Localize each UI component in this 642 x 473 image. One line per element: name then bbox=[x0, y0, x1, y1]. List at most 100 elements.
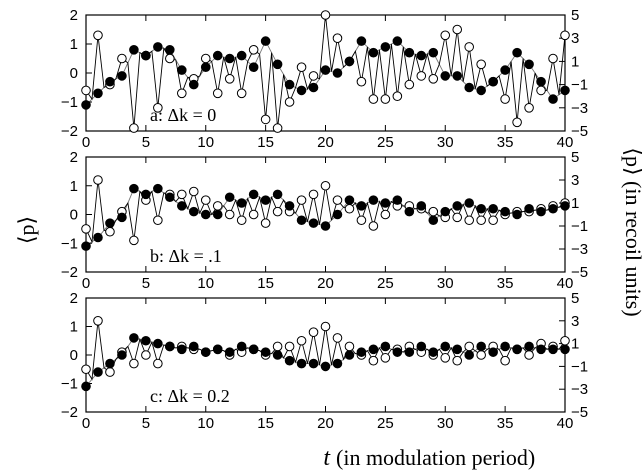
data-point-filled bbox=[536, 206, 546, 217]
x-axis-title-text: (in modulation period) bbox=[336, 445, 535, 470]
panel-label: a: Δk = 0 bbox=[150, 105, 216, 125]
x-tick-label: 5 bbox=[142, 415, 150, 432]
data-point-filled bbox=[296, 85, 307, 96]
data-point-filled bbox=[560, 344, 570, 355]
data-point-open bbox=[380, 353, 391, 363]
data-point-filled bbox=[320, 221, 331, 231]
data-point-open bbox=[524, 350, 534, 360]
data-point-filled bbox=[476, 85, 486, 96]
data-point-filled bbox=[272, 350, 283, 360]
y-tick-label-left: 0 bbox=[70, 65, 78, 82]
data-point-filled bbox=[236, 341, 247, 352]
y-tick-label-right: −1 bbox=[571, 218, 588, 235]
data-point-filled bbox=[224, 53, 235, 64]
data-point-open bbox=[332, 33, 343, 44]
data-point-open bbox=[476, 215, 486, 226]
data-point-filled bbox=[284, 355, 295, 366]
data-point-open bbox=[512, 117, 522, 128]
data-point-filled bbox=[129, 45, 139, 55]
data-point-filled bbox=[296, 215, 307, 226]
data-point-open bbox=[153, 215, 163, 226]
data-point-open bbox=[452, 212, 463, 223]
data-point-open bbox=[308, 327, 319, 338]
data-point-open bbox=[308, 189, 319, 200]
data-point-open bbox=[500, 94, 510, 104]
y-tick-label-left: −1 bbox=[61, 235, 78, 252]
data-point-filled bbox=[428, 347, 439, 357]
data-point-filled bbox=[117, 350, 127, 360]
data-point-filled bbox=[188, 341, 199, 352]
data-point-open bbox=[248, 45, 259, 55]
data-point-open bbox=[500, 355, 510, 366]
x-tick-label: 10 bbox=[197, 275, 214, 292]
y-tick-label-right: 5 bbox=[571, 290, 579, 307]
data-point-open bbox=[368, 355, 379, 366]
data-point-filled bbox=[524, 59, 534, 70]
data-point-filled bbox=[512, 344, 522, 355]
data-point-filled bbox=[380, 198, 391, 208]
data-point-filled bbox=[452, 201, 463, 211]
x-tick-label: 25 bbox=[377, 415, 394, 432]
data-point-filled bbox=[141, 50, 151, 61]
data-point-filled bbox=[153, 183, 163, 194]
data-point-filled bbox=[332, 209, 343, 220]
data-point-open bbox=[93, 316, 103, 326]
data-point-open bbox=[548, 53, 558, 64]
data-point-filled bbox=[524, 203, 534, 214]
data-point-filled bbox=[356, 201, 367, 211]
data-point-filled bbox=[380, 42, 391, 52]
data-point-filled bbox=[344, 350, 355, 360]
x-tick-label: 20 bbox=[317, 275, 334, 292]
data-point-filled bbox=[129, 333, 139, 343]
data-point-filled bbox=[248, 189, 259, 200]
data-point-filled bbox=[332, 68, 343, 78]
data-point-filled bbox=[500, 206, 510, 217]
data-point-filled bbox=[416, 341, 427, 352]
data-point-filled bbox=[440, 206, 451, 217]
data-point-open bbox=[224, 209, 235, 220]
data-point-filled bbox=[320, 65, 331, 75]
data-point-filled bbox=[260, 347, 271, 357]
data-point-open bbox=[129, 235, 139, 246]
data-point-open bbox=[129, 123, 139, 133]
data-point-open bbox=[320, 180, 331, 191]
data-point-filled bbox=[416, 50, 427, 61]
data-point-filled bbox=[404, 206, 415, 217]
data-point-filled bbox=[536, 344, 546, 355]
data-point-filled bbox=[212, 209, 223, 220]
data-point-filled bbox=[284, 79, 295, 90]
data-point-open bbox=[344, 203, 355, 214]
y-tick-label-right: 3 bbox=[571, 172, 579, 189]
data-point-filled bbox=[272, 59, 283, 70]
data-point-open bbox=[296, 195, 307, 205]
data-point-open bbox=[105, 367, 115, 377]
data-point-filled bbox=[153, 338, 163, 349]
y-tick-label-left: 1 bbox=[70, 319, 78, 336]
data-point-filled bbox=[332, 358, 343, 369]
y-tick-label-right: −5 bbox=[571, 404, 588, 421]
data-point-filled bbox=[141, 189, 151, 200]
x-tick-label: 30 bbox=[437, 134, 454, 151]
data-point-open bbox=[440, 30, 451, 41]
data-point-filled bbox=[272, 189, 283, 200]
data-point-filled bbox=[488, 347, 498, 357]
data-point-filled bbox=[177, 201, 187, 211]
data-point-filled bbox=[476, 341, 486, 352]
y-tick-label-left: 2 bbox=[70, 7, 78, 24]
data-point-filled bbox=[392, 36, 403, 46]
data-point-filled bbox=[452, 71, 463, 81]
panel-label: b: Δk = .1 bbox=[150, 246, 222, 266]
data-point-filled bbox=[476, 203, 486, 214]
data-point-filled bbox=[117, 71, 127, 81]
data-point-filled bbox=[236, 198, 247, 208]
data-point-filled bbox=[260, 36, 271, 46]
data-point-filled bbox=[380, 341, 391, 352]
y-tick-label-right: −3 bbox=[571, 241, 588, 258]
data-point-filled bbox=[404, 47, 415, 58]
y-tick-label-right: 3 bbox=[571, 313, 579, 330]
y-tick-label-right: −1 bbox=[571, 77, 588, 94]
y-tick-label-right: −5 bbox=[571, 123, 588, 140]
data-point-filled bbox=[548, 94, 558, 104]
data-point-filled bbox=[440, 341, 451, 352]
